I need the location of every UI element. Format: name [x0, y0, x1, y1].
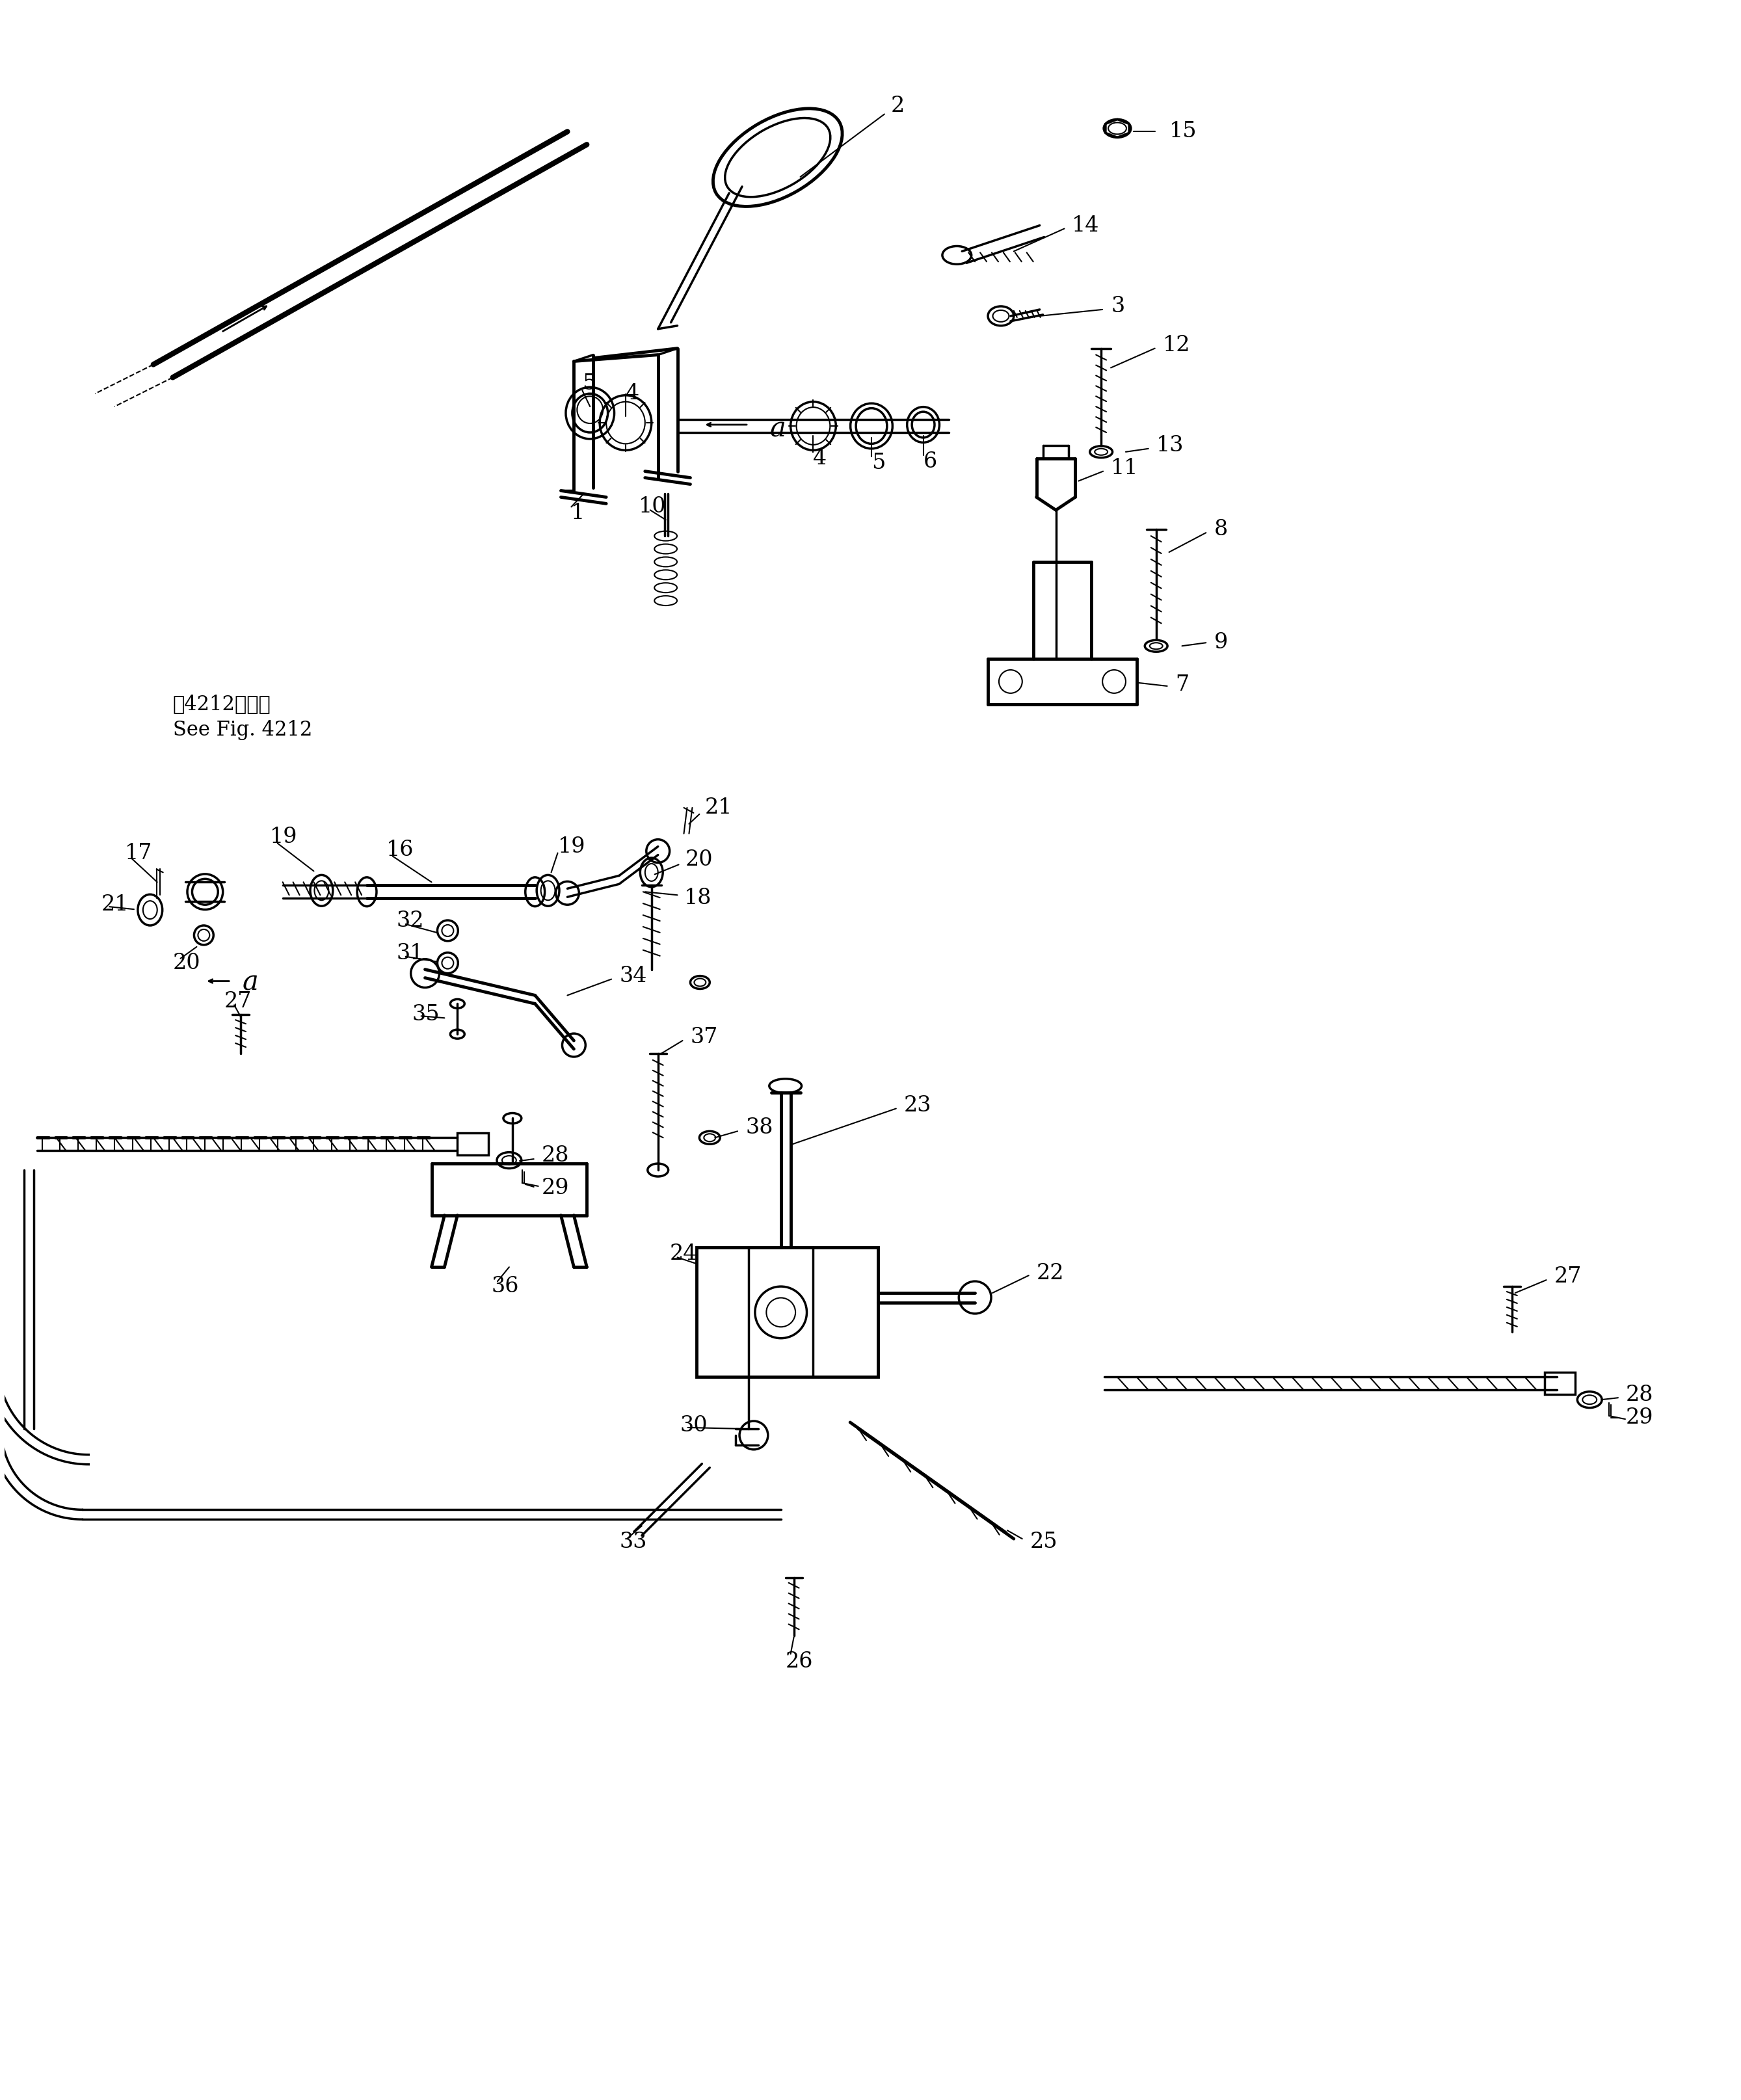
- Text: 26: 26: [785, 1651, 813, 1672]
- Text: 11: 11: [1111, 458, 1139, 479]
- Text: 16: 16: [387, 840, 414, 861]
- Text: 36: 36: [491, 1277, 519, 1298]
- Text: a: a: [242, 968, 258, 995]
- Text: 18: 18: [684, 888, 712, 909]
- Text: 10: 10: [639, 496, 667, 517]
- Bar: [696, 1247, 877, 1378]
- Text: 6: 6: [923, 452, 937, 473]
- Text: 28: 28: [541, 1144, 569, 1166]
- Text: 17: 17: [125, 842, 153, 863]
- Text: 19: 19: [557, 836, 585, 857]
- Text: a: a: [770, 416, 785, 443]
- Text: 22: 22: [1036, 1262, 1064, 1283]
- Text: 9: 9: [1215, 632, 1227, 653]
- Text: 20: 20: [172, 953, 200, 974]
- Text: 29: 29: [541, 1178, 569, 1199]
- Text: 2: 2: [891, 95, 905, 116]
- Text: 5: 5: [872, 452, 886, 473]
- Text: 34: 34: [620, 966, 646, 987]
- Text: 21: 21: [705, 798, 733, 819]
- Text: 4: 4: [625, 382, 639, 403]
- Text: 5: 5: [581, 374, 595, 395]
- Text: 20: 20: [686, 848, 712, 869]
- Bar: [458, 1134, 489, 1155]
- Text: 21: 21: [101, 895, 129, 916]
- Text: 3: 3: [1111, 296, 1125, 317]
- Text: 12: 12: [1163, 334, 1191, 355]
- Text: 4: 4: [813, 447, 827, 468]
- Text: 27: 27: [225, 991, 252, 1012]
- Text: 15: 15: [1170, 122, 1196, 143]
- Text: 27: 27: [1555, 1266, 1581, 1287]
- Text: 8: 8: [1215, 519, 1227, 540]
- Bar: [1544, 1373, 1576, 1394]
- Text: 1: 1: [571, 502, 585, 523]
- Text: 30: 30: [681, 1415, 707, 1436]
- Text: 31: 31: [397, 943, 425, 964]
- Text: 25: 25: [1031, 1531, 1059, 1552]
- Text: 第4212図参照: 第4212図参照: [172, 695, 272, 714]
- Text: 38: 38: [745, 1117, 773, 1138]
- Text: 19: 19: [270, 827, 298, 846]
- Text: 35: 35: [413, 1004, 440, 1025]
- Text: 29: 29: [1626, 1407, 1654, 1428]
- Text: 33: 33: [620, 1531, 648, 1552]
- Text: 37: 37: [691, 1027, 717, 1048]
- Text: 13: 13: [1156, 435, 1184, 456]
- Text: 28: 28: [1626, 1384, 1654, 1405]
- Text: See Fig. 4212: See Fig. 4212: [172, 720, 312, 739]
- Text: 7: 7: [1175, 674, 1189, 695]
- Text: 23: 23: [904, 1094, 931, 1115]
- Text: 24: 24: [670, 1243, 696, 1264]
- Text: 14: 14: [1072, 214, 1100, 235]
- Text: 32: 32: [397, 911, 425, 930]
